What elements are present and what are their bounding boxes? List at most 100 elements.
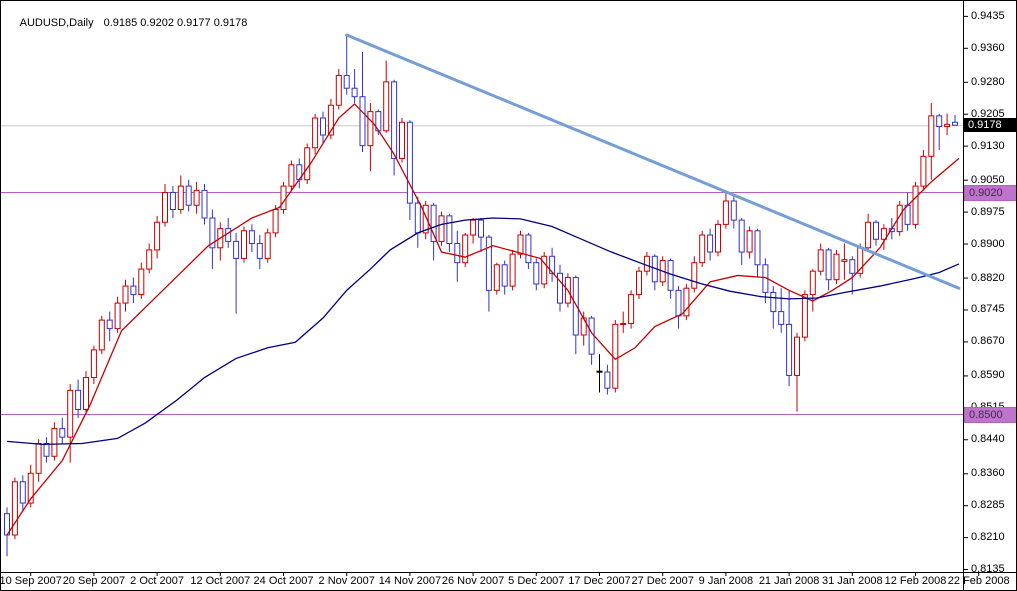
candle-body xyxy=(169,191,176,210)
candle-body xyxy=(327,104,334,136)
candle-body xyxy=(667,260,674,291)
candle-body xyxy=(786,323,793,376)
x-axis-label: 26 Nov 2007 xyxy=(441,575,505,587)
x-axis-label: 17 Dec 2007 xyxy=(568,575,631,587)
candle-body xyxy=(177,185,184,210)
candle-body xyxy=(19,481,26,504)
candle-body xyxy=(770,291,777,313)
candle-body xyxy=(801,294,808,338)
y-axis-label: 0.8670 xyxy=(971,335,1005,348)
candle-body xyxy=(628,294,635,325)
candle-body xyxy=(754,230,761,266)
candle-body xyxy=(391,81,398,159)
candle-body xyxy=(952,121,958,126)
candle-body xyxy=(817,249,824,272)
candle-body xyxy=(201,189,208,219)
candle-body xyxy=(130,285,137,296)
y-axis-label: 0.8360 xyxy=(971,467,1005,480)
candle-body xyxy=(841,259,848,262)
candle-body xyxy=(912,185,919,225)
candle-body xyxy=(730,200,737,221)
candle-body xyxy=(399,121,405,159)
level-price-badge: 0.8500 xyxy=(964,406,1016,423)
candle-body xyxy=(928,115,935,157)
x-axis-label: 21 Jan 2008 xyxy=(758,575,820,587)
x-axis-label: 10 Sep 2007 xyxy=(0,575,62,587)
y-axis-label: 0.8440 xyxy=(971,433,1005,446)
candle-body xyxy=(138,268,145,296)
candle-body xyxy=(715,223,721,253)
x-axis-label: 12 Oct 2007 xyxy=(190,575,251,587)
candle-body xyxy=(501,264,508,287)
candle-body xyxy=(517,234,524,255)
candle-body xyxy=(90,349,97,379)
x-axis-label: 2 Nov 2007 xyxy=(318,575,375,587)
candle-body xyxy=(707,234,714,253)
candle-body xyxy=(264,232,271,259)
y-axis-label: 0.8590 xyxy=(971,369,1005,382)
candle-body xyxy=(849,259,856,274)
candle-body xyxy=(67,389,74,438)
candle-body xyxy=(620,323,627,326)
candle-body xyxy=(185,185,192,206)
candle-body xyxy=(643,255,650,272)
y-axis-label: 0.9130 xyxy=(971,139,1005,152)
ma-fast-red-line xyxy=(6,103,960,536)
candle-body xyxy=(256,243,263,259)
y-axis-label: 0.9360 xyxy=(971,41,1005,54)
y-axis-label: 0.8210 xyxy=(971,531,1005,544)
candle-body xyxy=(272,208,279,234)
candle-body xyxy=(122,285,129,304)
candle-body xyxy=(359,96,366,147)
candle-body xyxy=(533,262,540,285)
candle-body xyxy=(422,204,429,234)
candle-body xyxy=(304,147,311,181)
candle-body xyxy=(699,234,706,264)
candle-body xyxy=(51,428,58,457)
candle-body xyxy=(446,215,453,245)
candle-body xyxy=(233,240,240,259)
candle-body xyxy=(209,217,216,249)
candle-body xyxy=(462,234,469,264)
y-axis-label: 0.8975 xyxy=(971,205,1005,218)
y-axis-label: 0.8900 xyxy=(971,237,1005,250)
chart-title: AUDUSD,Daily 0.9185 0.9202 0.9177 0.9178 xyxy=(8,5,248,41)
x-axis-label: 12 Feb 2008 xyxy=(884,575,947,587)
candle-body xyxy=(485,236,492,291)
candle-body xyxy=(636,270,642,296)
candle-body xyxy=(604,371,611,389)
candle-body xyxy=(430,204,437,242)
x-axis-label: 24 Oct 2007 xyxy=(253,575,314,587)
candle-body xyxy=(406,121,413,204)
x-axis-label: 14 Nov 2007 xyxy=(378,575,442,587)
candle-body xyxy=(335,74,342,106)
candle-body xyxy=(691,262,698,289)
candle-body xyxy=(738,219,745,253)
candle-body xyxy=(675,289,682,317)
candle-body xyxy=(454,243,461,264)
y-axis-label: 0.9050 xyxy=(971,173,1005,186)
candle-body xyxy=(880,228,887,240)
candle-body xyxy=(193,189,200,206)
candle-body xyxy=(11,481,18,536)
candle-body xyxy=(414,202,421,234)
x-axis-label: 2 Oct 2007 xyxy=(130,575,184,587)
x-axis-label: 27 Dec 2007 xyxy=(631,575,694,587)
candle-body xyxy=(83,377,89,410)
trendline[interactable] xyxy=(345,33,961,290)
candle-body xyxy=(98,319,105,351)
candle-body xyxy=(746,230,753,253)
level-price-badge: 0.9020 xyxy=(964,185,1016,202)
candle-body xyxy=(825,249,832,281)
candle-body xyxy=(588,317,595,355)
candle-body xyxy=(920,155,927,187)
candle-body xyxy=(525,234,532,264)
candle-body xyxy=(778,311,785,325)
candle-body xyxy=(351,87,358,98)
candle-body xyxy=(59,428,66,438)
ma-slow-navy-line xyxy=(6,217,960,446)
x-axis-label: 9 Jan 2008 xyxy=(698,575,754,587)
candle-body xyxy=(43,443,50,457)
